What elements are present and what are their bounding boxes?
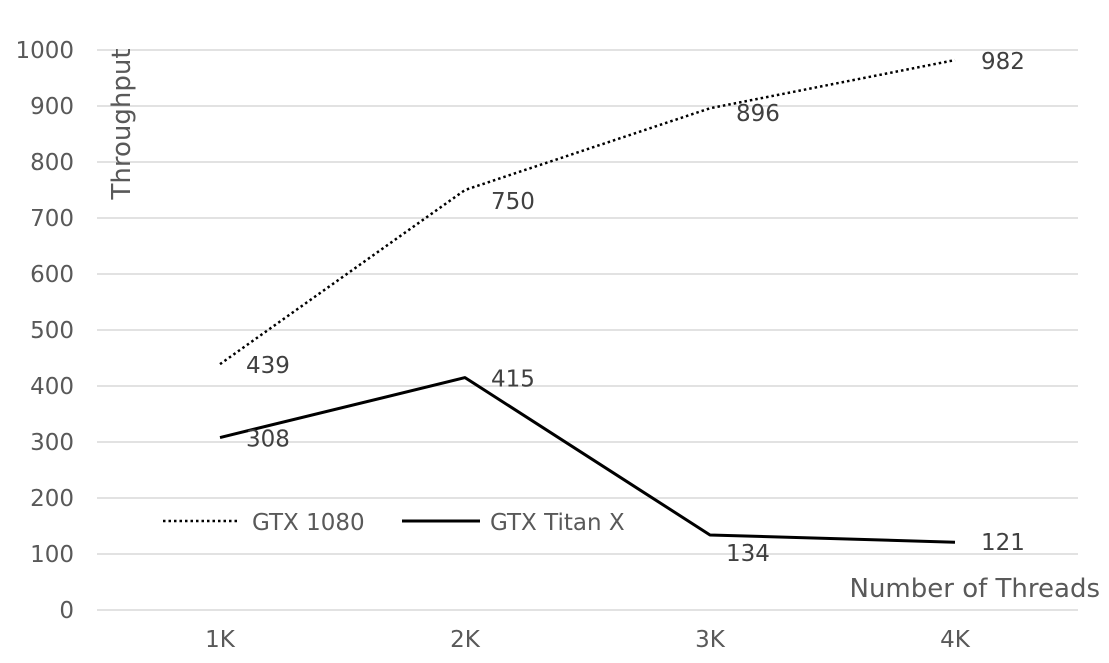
x-axis-title: Number of Threads (850, 574, 1101, 604)
x-tick-label: 3K (695, 627, 726, 653)
y-tick-label: 700 (30, 206, 74, 232)
legend: GTX 1080 GTX Titan X (163, 510, 625, 536)
legend-label: GTX 1080 (252, 510, 365, 536)
y-tick-label: 800 (30, 150, 74, 176)
x-axis-ticks: 1K 2K 3K 4K (205, 627, 971, 653)
x-tick-label: 2K (450, 627, 481, 653)
data-labels: 439 750 896 982 308 415 134 121 (246, 49, 1025, 567)
data-label: 308 (246, 427, 290, 453)
y-tick-label: 100 (30, 542, 74, 568)
y-tick-label: 400 (30, 374, 74, 400)
x-tick-label: 1K (205, 627, 236, 653)
legend-label: GTX Titan X (490, 510, 625, 536)
series-lines (219, 58, 956, 544)
data-label: 415 (491, 367, 535, 393)
y-tick-label: 1000 (15, 38, 74, 64)
data-label: 750 (491, 189, 535, 215)
data-label: 121 (981, 530, 1025, 556)
x-tick-label: 4K (940, 627, 971, 653)
series-line-gtx-titan-x (219, 376, 956, 544)
y-tick-label: 0 (59, 598, 74, 624)
series-line-gtx-1080 (219, 58, 956, 366)
y-axis-ticks: 0 100 200 300 400 500 600 700 800 900 1000 (15, 38, 74, 624)
gridlines (97, 49, 1078, 611)
data-label: 896 (736, 101, 780, 127)
y-tick-label: 900 (30, 94, 74, 120)
data-label: 134 (726, 541, 770, 567)
y-axis-title: Throughput (107, 48, 137, 200)
y-tick-label: 500 (30, 318, 74, 344)
y-tick-label: 300 (30, 430, 74, 456)
y-tick-label: 600 (30, 262, 74, 288)
data-label: 439 (246, 353, 290, 379)
data-label: 982 (981, 49, 1025, 75)
y-tick-label: 200 (30, 486, 74, 512)
